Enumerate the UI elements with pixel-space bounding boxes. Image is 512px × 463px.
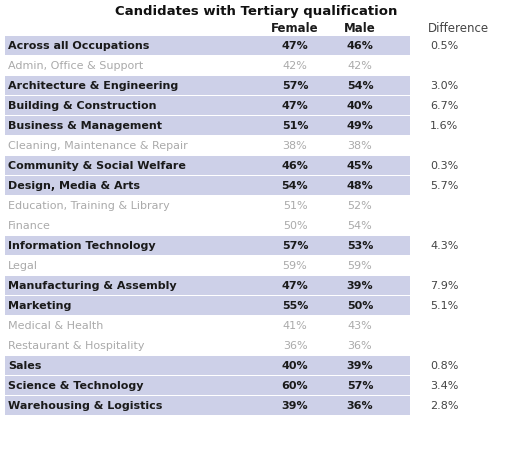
Text: 51%: 51% — [283, 200, 307, 211]
Text: 5.7%: 5.7% — [430, 181, 458, 191]
Text: 43%: 43% — [348, 320, 372, 330]
Text: Across all Occupations: Across all Occupations — [8, 41, 150, 51]
Text: 40%: 40% — [282, 360, 308, 370]
Text: 54%: 54% — [348, 220, 372, 231]
Text: Candidates with Tertiary qualification: Candidates with Tertiary qualification — [115, 5, 397, 18]
Bar — [5, 37, 410, 56]
Text: 36%: 36% — [348, 340, 372, 350]
Text: Restaurant & Hospitality: Restaurant & Hospitality — [8, 340, 144, 350]
Text: 57%: 57% — [282, 240, 308, 250]
Text: 57%: 57% — [282, 81, 308, 91]
Text: 0.5%: 0.5% — [430, 41, 458, 51]
Text: 7.9%: 7.9% — [430, 281, 459, 290]
Bar — [5, 96, 410, 115]
Bar — [5, 176, 410, 195]
Bar — [5, 296, 410, 315]
Text: 36%: 36% — [283, 340, 307, 350]
Text: 40%: 40% — [347, 101, 373, 111]
Text: 48%: 48% — [347, 181, 373, 191]
Text: Male: Male — [344, 22, 376, 36]
Text: Marketing: Marketing — [8, 300, 71, 310]
Text: 1.6%: 1.6% — [430, 121, 458, 131]
Text: 53%: 53% — [347, 240, 373, 250]
Text: 4.3%: 4.3% — [430, 240, 458, 250]
Text: Science & Technology: Science & Technology — [8, 380, 143, 390]
Text: 42%: 42% — [348, 61, 372, 71]
Text: 54%: 54% — [347, 81, 373, 91]
Text: Sales: Sales — [8, 360, 41, 370]
Text: Cleaning, Maintenance & Repair: Cleaning, Maintenance & Repair — [8, 141, 188, 150]
Text: 38%: 38% — [348, 141, 372, 150]
Text: Manufacturing & Assembly: Manufacturing & Assembly — [8, 281, 177, 290]
Text: Business & Management: Business & Management — [8, 121, 162, 131]
Text: 50%: 50% — [347, 300, 373, 310]
Text: 49%: 49% — [347, 121, 373, 131]
Text: 47%: 47% — [282, 41, 308, 51]
Text: 50%: 50% — [283, 220, 307, 231]
Text: Education, Training & Library: Education, Training & Library — [8, 200, 170, 211]
Text: Medical & Health: Medical & Health — [8, 320, 103, 330]
Bar — [5, 375, 410, 394]
Text: Community & Social Welfare: Community & Social Welfare — [8, 161, 186, 171]
Text: 47%: 47% — [282, 281, 308, 290]
Bar — [5, 276, 410, 295]
Text: Admin, Office & Support: Admin, Office & Support — [8, 61, 143, 71]
Text: 3.4%: 3.4% — [430, 380, 458, 390]
Text: Legal: Legal — [8, 260, 38, 270]
Text: Warehousing & Logistics: Warehousing & Logistics — [8, 400, 162, 410]
Bar — [5, 76, 410, 95]
Text: 36%: 36% — [347, 400, 373, 410]
Bar — [5, 396, 410, 414]
Text: 55%: 55% — [282, 300, 308, 310]
Bar — [5, 156, 410, 175]
Bar — [5, 236, 410, 255]
Text: 0.8%: 0.8% — [430, 360, 458, 370]
Text: Design, Media & Arts: Design, Media & Arts — [8, 181, 140, 191]
Text: 2.8%: 2.8% — [430, 400, 459, 410]
Text: 3.0%: 3.0% — [430, 81, 458, 91]
Text: 51%: 51% — [282, 121, 308, 131]
Text: 46%: 46% — [282, 161, 308, 171]
Text: 47%: 47% — [282, 101, 308, 111]
Text: 0.3%: 0.3% — [430, 161, 458, 171]
Text: 39%: 39% — [347, 281, 373, 290]
Text: 39%: 39% — [347, 360, 373, 370]
Text: 57%: 57% — [347, 380, 373, 390]
Text: 6.7%: 6.7% — [430, 101, 458, 111]
Text: 39%: 39% — [282, 400, 308, 410]
Text: Architecture & Engineering: Architecture & Engineering — [8, 81, 178, 91]
Text: Finance: Finance — [8, 220, 51, 231]
Bar — [5, 116, 410, 135]
Text: 59%: 59% — [283, 260, 307, 270]
Text: 5.1%: 5.1% — [430, 300, 458, 310]
Text: Building & Construction: Building & Construction — [8, 101, 157, 111]
Text: 42%: 42% — [283, 61, 307, 71]
Text: 41%: 41% — [283, 320, 307, 330]
Text: 45%: 45% — [347, 161, 373, 171]
Text: Female: Female — [271, 22, 319, 36]
Text: 59%: 59% — [348, 260, 372, 270]
Text: Difference: Difference — [428, 22, 489, 36]
Text: 54%: 54% — [282, 181, 308, 191]
Text: 46%: 46% — [347, 41, 373, 51]
Text: Information Technology: Information Technology — [8, 240, 156, 250]
Text: 60%: 60% — [282, 380, 308, 390]
Bar — [5, 356, 410, 375]
Text: 52%: 52% — [348, 200, 372, 211]
Text: 38%: 38% — [283, 141, 307, 150]
